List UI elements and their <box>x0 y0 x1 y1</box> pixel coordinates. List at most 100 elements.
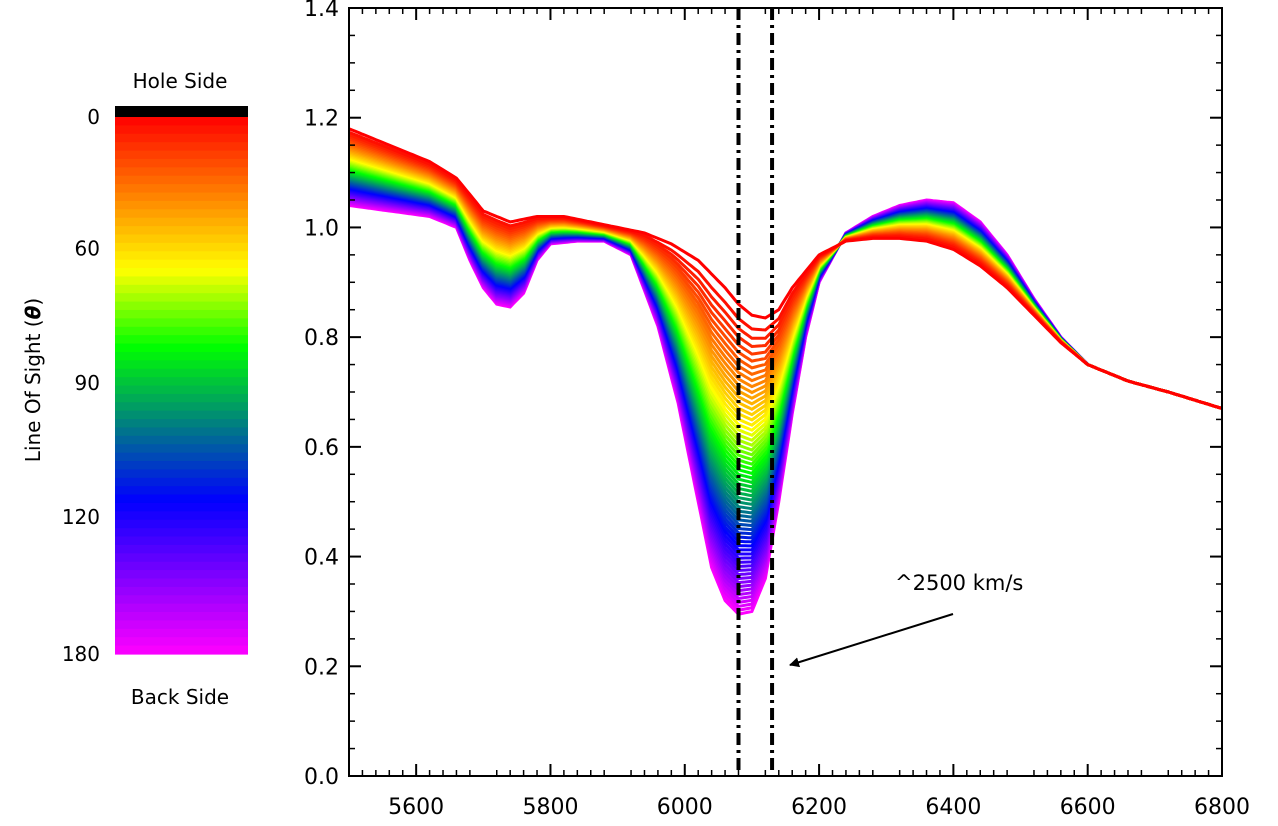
y-tick-label: 0.8 <box>304 326 339 351</box>
colorbar-stripe <box>115 276 248 285</box>
velocity-annotation-label: ^2500 km/s <box>895 571 1023 595</box>
colorbar-tick-label: 180 <box>62 642 100 666</box>
colorbar-stripe <box>115 528 248 537</box>
colorbar-gradient <box>115 117 248 655</box>
colorbar-tick-label: 120 <box>62 505 100 529</box>
colorbar-stripe <box>115 251 248 260</box>
colorbar-axis-label-close: ) <box>21 298 45 306</box>
x-tick-label: 5800 <box>522 795 578 820</box>
colorbar-stripe <box>115 478 248 487</box>
y-tick-label: 1.0 <box>304 216 339 241</box>
colorbar-stripe <box>115 595 248 604</box>
colorbar-stripe <box>115 578 248 587</box>
y-tick-label: 0.4 <box>304 546 339 571</box>
colorbar-stripe <box>115 427 248 436</box>
colorbar-stripe <box>115 377 248 386</box>
colorbar-stripe <box>115 453 248 462</box>
colorbar-stripe <box>115 268 248 277</box>
colorbar-top-title: Hole Side <box>133 69 228 93</box>
colorbar-stripe <box>115 318 248 327</box>
colorbar-stripe <box>115 193 248 202</box>
colorbar-stripe <box>115 495 248 504</box>
colorbar-stripe <box>115 167 248 176</box>
colorbar-tick-label: 90 <box>75 371 100 395</box>
colorbar-stripe <box>115 176 248 185</box>
colorbar-stripe <box>115 436 248 445</box>
colorbar-bottom-title: Back Side <box>131 685 229 709</box>
colorbar-stripe <box>115 327 248 336</box>
velocity-annotation-arrow <box>790 614 953 665</box>
colorbar-axis-label-symbol: θ <box>21 305 45 319</box>
colorbar-stripe <box>115 562 248 571</box>
colorbar-tick-label: 0 <box>87 105 100 129</box>
y-tick-label: 0.6 <box>304 436 339 461</box>
colorbar-stripe <box>115 570 248 579</box>
x-tick-label: 6200 <box>791 795 847 820</box>
colorbar-stripe <box>115 486 248 495</box>
colorbar-stripe <box>115 352 248 361</box>
colorbar-stripe <box>115 394 248 403</box>
colorbar-tick-label: 60 <box>75 237 100 261</box>
y-tick-label: 0.0 <box>304 765 339 790</box>
x-tick-label: 6400 <box>925 795 981 820</box>
colorbar-stripe <box>115 646 248 655</box>
plot-area: 5600 5800 6000 6200 6400 6600 6800 0.00.20.40.… <box>304 0 1250 820</box>
colorbar-stripe <box>115 503 248 512</box>
colorbar-stripe <box>115 243 248 252</box>
colorbar-stripe <box>115 637 248 646</box>
colorbar-stripe <box>115 302 248 311</box>
colorbar-stripe <box>115 234 248 243</box>
x-tick-label: 6800 <box>1194 795 1250 820</box>
x-tick-label: 6000 <box>657 795 713 820</box>
colorbar: Hole Side 0 60 90 120 180 Back Side Line Of … <box>21 69 248 709</box>
colorbar-stripe <box>115 151 248 160</box>
colorbar-stripe <box>115 369 248 378</box>
colorbar-axis-label-text: Line Of Sight ( <box>21 319 45 462</box>
colorbar-stripe <box>115 209 248 218</box>
colorbar-stripe <box>115 520 248 529</box>
colorbar-stripe <box>115 310 248 319</box>
colorbar-stripe <box>115 461 248 470</box>
colorbar-stripe <box>115 587 248 596</box>
x-axis: 5600 5800 6000 6200 6400 6600 6800 <box>362 8 1250 820</box>
y-tick-label: 1.2 <box>304 107 339 132</box>
colorbar-stripe <box>115 293 248 302</box>
colorbar-stripe <box>115 344 248 353</box>
colorbar-stripe <box>115 553 248 562</box>
colorbar-stripe <box>115 201 248 210</box>
x-tick-label: 5600 <box>388 795 444 820</box>
x-tick-label: 6600 <box>1060 795 1116 820</box>
colorbar-stripe <box>115 604 248 613</box>
colorbar-stripe <box>115 629 248 638</box>
colorbar-stripe <box>115 386 248 395</box>
colorbar-stripe <box>115 360 248 369</box>
velocity-annotation: ^2500 km/s <box>790 571 1023 665</box>
colorbar-stripe <box>115 444 248 453</box>
colorbar-stripe <box>115 117 248 126</box>
colorbar-stripe <box>115 419 248 428</box>
colorbar-top-cap <box>115 106 248 117</box>
colorbar-stripe <box>115 411 248 420</box>
colorbar-stripe <box>115 402 248 411</box>
y-axis: 0.0 0.2 0.4 0.6 0.8 1.0 1.2 1.4 <box>304 0 1222 790</box>
spectral-curves <box>349 129 1222 615</box>
colorbar-stripe <box>115 226 248 235</box>
colorbar-stripe <box>115 537 248 546</box>
colorbar-stripe <box>115 134 248 143</box>
colorbar-stripe <box>115 218 248 227</box>
colorbar-stripe <box>115 511 248 520</box>
colorbar-stripe <box>115 545 248 554</box>
colorbar-stripe <box>115 335 248 344</box>
colorbar-stripe <box>115 142 248 151</box>
colorbar-stripe <box>115 285 248 294</box>
colorbar-stripe <box>115 620 248 629</box>
y-tick-label: 0.2 <box>304 655 339 680</box>
colorbar-ticks: 0 60 90 120 180 <box>62 105 100 666</box>
colorbar-stripe <box>115 260 248 269</box>
colorbar-axis-label: Line Of Sight (θ) <box>21 298 45 462</box>
colorbar-stripe <box>115 469 248 478</box>
y-tick-label: 1.4 <box>304 0 339 22</box>
colorbar-stripe <box>115 125 248 134</box>
colorbar-stripe <box>115 612 248 621</box>
